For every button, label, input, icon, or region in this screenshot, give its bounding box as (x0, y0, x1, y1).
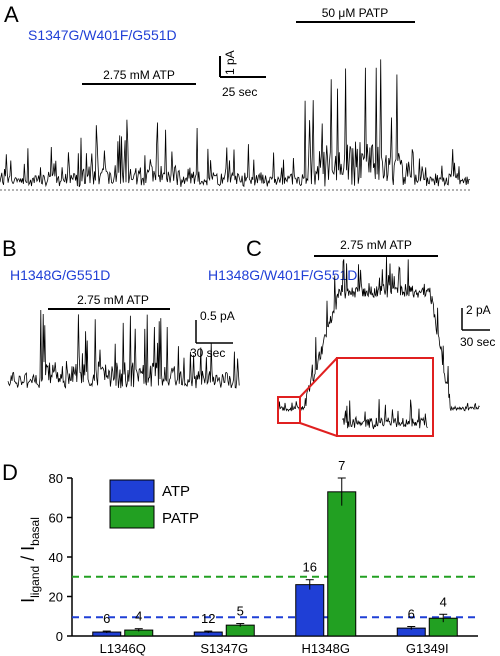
panel-a: A S1347G/W401F/G551D 2.75 mM ATP 50 μM P… (0, 2, 470, 191)
panel-b-scale-time: 30 sec (190, 346, 225, 360)
y-tick-label: 20 (49, 590, 63, 605)
panel-b-letter: B (2, 236, 17, 261)
legend-label-atp: ATP (162, 483, 190, 500)
sample-size-label: 4 (440, 594, 447, 609)
panel-c: C H1348G/W401F/G551D 2.75 mM ATP 2 pA 30… (208, 236, 495, 437)
y-tick-label: 60 (49, 511, 63, 526)
panel-d-letter: D (2, 460, 18, 485)
legend-label-patp: PATP (162, 510, 199, 527)
panel-a-scale-time: 25 sec (222, 85, 257, 99)
sample-size-label: 6 (103, 611, 110, 626)
sample-size-label: 7 (338, 458, 345, 473)
panel-b-construct: H1348G/G551D (10, 267, 110, 283)
panel-d: D 0 20 40 60 80 6 4 L1346Q 12 5 S1347G 16 7 H1348G 6 4 G… (2, 458, 478, 656)
panel-c-scale-current: 2 pA (466, 303, 491, 317)
panel-a-construct: S1347G/W401F/G551D (28, 27, 177, 43)
panel-b-trace (7, 309, 240, 389)
sample-size-label: 5 (237, 604, 244, 619)
bar-patp-h1348g (327, 491, 357, 637)
sample-size-label: 12 (201, 611, 215, 626)
legend-swatch-atp (109, 479, 155, 503)
panel-b-scale-current: 0.5 pA (200, 309, 235, 323)
panel-c-zoom-inset (336, 357, 434, 437)
bar-chart: 0 20 40 60 80 6 4 L1346Q 12 5 S1347G 16 7 H1348G 6 4 G13… (49, 458, 478, 656)
sample-size-label: 6 (408, 607, 415, 622)
panel-c-zoom-source-box (277, 396, 301, 424)
x-tick-label: H1348G (302, 641, 350, 656)
panel-a-letter: A (4, 2, 19, 27)
panel-a-patp-label: 50 μM PATP (322, 6, 389, 20)
panel-c-atp-label: 2.75 mM ATP (340, 238, 412, 252)
bar-atp-h1348g (295, 584, 325, 637)
panel-c-scale-time: 30 sec (460, 335, 495, 349)
panel-b-atp-label: 2.75 mM ATP (77, 293, 149, 307)
bar-patp-s1347g (225, 624, 255, 637)
sample-size-label: 4 (135, 609, 142, 624)
y-tick-label: 40 (49, 550, 63, 565)
panel-c-zoom-connector-bottom (299, 422, 338, 437)
panel-a-atp-label: 2.75 mM ATP (103, 68, 175, 82)
sample-size-label: 16 (303, 560, 317, 575)
panel-c-inset-trace (342, 399, 428, 430)
panel-b: B H1348G/G551D 2.75 mM ATP 0.5 pA 30 sec (2, 236, 240, 389)
x-tick-label: G1349I (406, 641, 449, 656)
x-tick-label: L1346Q (100, 641, 146, 656)
panel-c-trace (277, 256, 480, 413)
y-axis-label: Iligand / Ibasal (18, 517, 42, 603)
legend-swatch-patp (109, 505, 155, 529)
x-tick-label: S1347G (200, 641, 248, 656)
y-tick-label: 80 (49, 471, 63, 486)
y-tick-label: 0 (56, 629, 63, 644)
panel-a-scale-current: 1 pA (223, 50, 237, 75)
panel-c-letter: C (246, 236, 262, 261)
panel-c-construct: H1348G/W401F/G551D (208, 267, 357, 283)
panel-c-zoom-connector-top (299, 357, 338, 398)
panel-a-trace (0, 59, 470, 188)
